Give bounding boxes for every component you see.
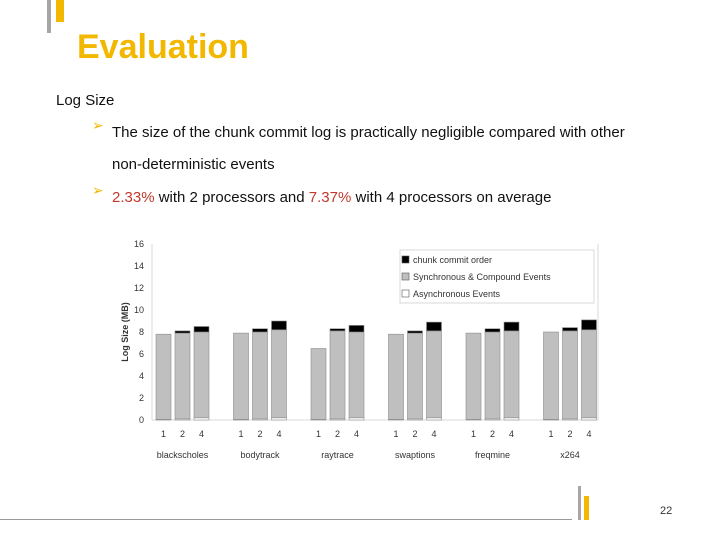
x-tick-label: 1	[238, 429, 243, 439]
bar-sync-segment	[155, 333, 172, 420]
x-tick-label: 2	[335, 429, 340, 439]
x-tick-label: 2	[257, 429, 262, 439]
y-tick-label: 16	[134, 239, 144, 249]
x-tick-label: 4	[199, 429, 204, 439]
x-tick-label: 4	[276, 429, 281, 439]
bar-sync-segment	[252, 331, 268, 420]
bar-chunk-segment	[174, 330, 191, 334]
bar-chunk-segment	[503, 321, 520, 332]
accent-bar-yellow	[56, 0, 64, 22]
bar-sync-segment	[233, 332, 249, 420]
group-label: bodytrack	[240, 450, 280, 460]
x-tick-label: 1	[471, 429, 476, 439]
x-tick-label: 2	[490, 429, 495, 439]
legend-swatch	[401, 272, 410, 281]
x-tick-label: 2	[412, 429, 417, 439]
x-tick-label: 4	[586, 429, 591, 439]
bar-sync-segment	[348, 331, 365, 419]
bar-sync-segment	[388, 333, 404, 420]
y-tick-label: 12	[134, 283, 144, 293]
accent-bar-gray	[47, 0, 51, 33]
bar-sync-segment	[271, 329, 287, 419]
bar-sync-segment	[310, 348, 327, 420]
group-label: swaptions	[395, 450, 436, 460]
bar-async-segment	[348, 417, 365, 421]
bullet-item: ➢ The size of the chunk commit log is pr…	[92, 117, 652, 181]
bar-sync-segment	[503, 330, 520, 419]
x-tick-label: 1	[161, 429, 166, 439]
bar-chunk-segment	[562, 327, 578, 332]
bullet-text: The size of the chunk commit log is prac…	[112, 124, 625, 173]
bar-chunk-segment	[271, 320, 287, 331]
bar-chunk-segment	[348, 325, 365, 333]
legend-label: chunk commit order	[413, 255, 492, 265]
y-tick-label: 2	[139, 393, 144, 403]
bar-sync-segment	[329, 330, 346, 420]
highlight-value: 7.37%	[308, 189, 352, 206]
arrow-bullet-icon: ➢	[92, 182, 104, 198]
bar-chunk-segment	[581, 319, 597, 331]
bar-async-segment	[426, 417, 442, 421]
bar-chunk-segment	[193, 326, 210, 333]
bar-sync-segment	[484, 331, 501, 420]
x-tick-label: 2	[567, 429, 572, 439]
legend-label: Asynchronous Events	[413, 289, 501, 299]
highlight-value: 2.33%	[112, 189, 155, 206]
arrow-bullet-icon: ➢	[92, 117, 104, 133]
legend-swatch	[401, 255, 410, 264]
bar-chunk-segment	[252, 328, 268, 333]
page-number: 22	[660, 505, 673, 517]
x-tick-label: 4	[431, 429, 436, 439]
legend-swatch	[401, 289, 410, 298]
x-tick-label: 4	[354, 429, 359, 439]
y-axis-label: Log Size (MB)	[120, 302, 130, 362]
bar-async-segment	[271, 417, 287, 421]
y-tick-label: 4	[139, 371, 144, 381]
footer-accent-gray	[578, 486, 581, 520]
bar-sync-segment	[174, 332, 191, 420]
bar-chunk-segment	[407, 330, 423, 334]
bar-async-segment	[193, 417, 210, 421]
bullet-item: ➢ 2.33% with 2 processors and 7.37% with…	[92, 182, 652, 214]
group-label: x264	[560, 450, 580, 460]
bar-sync-segment	[193, 331, 210, 419]
group-label: raytrace	[321, 450, 354, 460]
y-tick-label: 0	[139, 415, 144, 425]
bar-async-segment	[503, 417, 520, 421]
group-label: blackscholes	[157, 450, 209, 460]
x-tick-label: 4	[509, 429, 514, 439]
bullet-text: 2.33% with 2 processors and 7.37% with 4…	[112, 182, 652, 214]
y-tick-label: 8	[139, 327, 144, 337]
group-label: freqmine	[475, 450, 510, 460]
bar-sync-segment	[407, 332, 423, 420]
bar-sync-segment	[581, 329, 597, 419]
legend-label: Synchronous & Compound Events	[413, 272, 551, 282]
bar-chunk-segment	[329, 328, 346, 332]
legend-box	[399, 249, 595, 304]
bar-chunk-segment	[484, 328, 501, 333]
x-tick-label: 2	[180, 429, 185, 439]
bar-chunk-segment	[426, 321, 442, 332]
bar-sync-segment	[465, 332, 482, 420]
y-tick-label: 6	[139, 349, 144, 359]
slide-subtitle: Log Size	[56, 92, 115, 109]
y-tick-label: 14	[134, 261, 144, 271]
bullet-text-fragment: with 2 processors and	[154, 189, 309, 206]
bar-sync-segment	[543, 331, 559, 420]
x-tick-label: 1	[393, 429, 398, 439]
footer-accent-yellow	[584, 496, 589, 520]
bar-sync-segment	[562, 330, 578, 420]
bar-sync-segment	[426, 330, 442, 419]
bar-async-segment	[581, 417, 597, 421]
x-tick-label: 1	[316, 429, 321, 439]
y-tick-label: 10	[134, 305, 144, 315]
footer-line	[0, 519, 572, 520]
slide-title: Evaluation	[77, 28, 249, 66]
x-tick-label: 1	[548, 429, 553, 439]
bullet-text-fragment: with 4 processors on average	[351, 189, 552, 206]
